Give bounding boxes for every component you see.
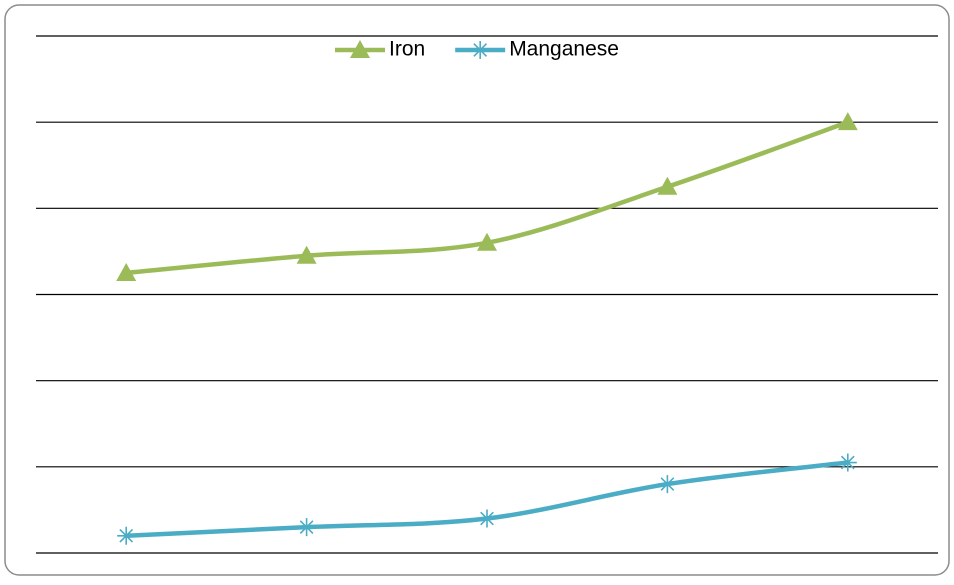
marker: [838, 453, 857, 472]
chart-frame: [4, 4, 950, 576]
marker: [657, 176, 678, 195]
marker: [471, 41, 490, 59]
marker: [477, 232, 497, 251]
marker: [350, 40, 370, 58]
marker: [117, 526, 136, 545]
marker: [297, 518, 316, 537]
legend-label: Iron: [389, 38, 425, 61]
legend-label: Manganese: [509, 38, 619, 61]
marker: [296, 245, 317, 264]
marker: [478, 509, 496, 528]
marker: [837, 112, 858, 131]
marker: [116, 262, 137, 281]
marker: [658, 475, 677, 494]
plot-area: [116, 112, 858, 545]
grid: [36, 35, 938, 554]
legend: Iron Manganese: [335, 38, 619, 61]
